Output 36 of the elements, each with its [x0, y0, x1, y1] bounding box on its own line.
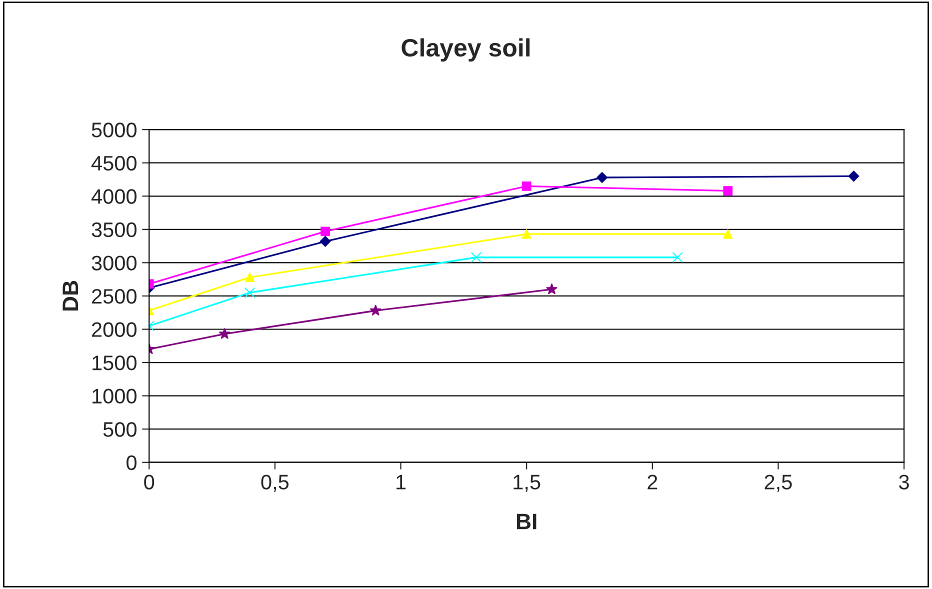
x-tick-label: 0,5 — [261, 474, 289, 492]
x-tick-label: 2 — [648, 474, 658, 490]
y-tick-label: 500 — [103, 422, 137, 437]
x-tick-label: 3 — [899, 474, 909, 490]
y-tick-label: 4500 — [91, 156, 137, 171]
point — [245, 272, 254, 282]
y-tick-label: 1000 — [92, 388, 137, 404]
x-tick-label: 1,5 — [514, 474, 540, 492]
chart-title: Clayey soil — [402, 38, 530, 62]
point — [244, 287, 256, 298]
point — [546, 283, 558, 294]
y-axis-title: DB — [62, 280, 78, 311]
point — [218, 328, 230, 339]
point — [848, 170, 860, 182]
y-tick-label: 3000 — [92, 256, 137, 270]
y-tick-label: 5000 — [92, 122, 137, 138]
point — [370, 304, 382, 316]
point — [596, 172, 608, 183]
point — [522, 181, 532, 191]
point — [320, 226, 330, 236]
y-tick-label: 2500 — [92, 288, 137, 304]
y-tick-label: 4000 — [91, 189, 137, 204]
y-tick-label: 3500 — [92, 222, 137, 238]
point — [723, 186, 733, 196]
x-axis-title: BI — [516, 514, 536, 530]
point — [470, 252, 482, 263]
x-tick-label: 2,5 — [764, 474, 792, 492]
point — [672, 252, 683, 263]
x-tick-label: 0 — [144, 474, 154, 490]
y-tick-label: 2000 — [92, 322, 137, 338]
point — [522, 229, 532, 239]
x-tick-label: 1 — [396, 474, 406, 490]
y-tick-label: 0 — [126, 455, 136, 470]
point — [320, 236, 331, 247]
point — [723, 229, 733, 239]
y-tick-label: 1500 — [92, 356, 137, 370]
